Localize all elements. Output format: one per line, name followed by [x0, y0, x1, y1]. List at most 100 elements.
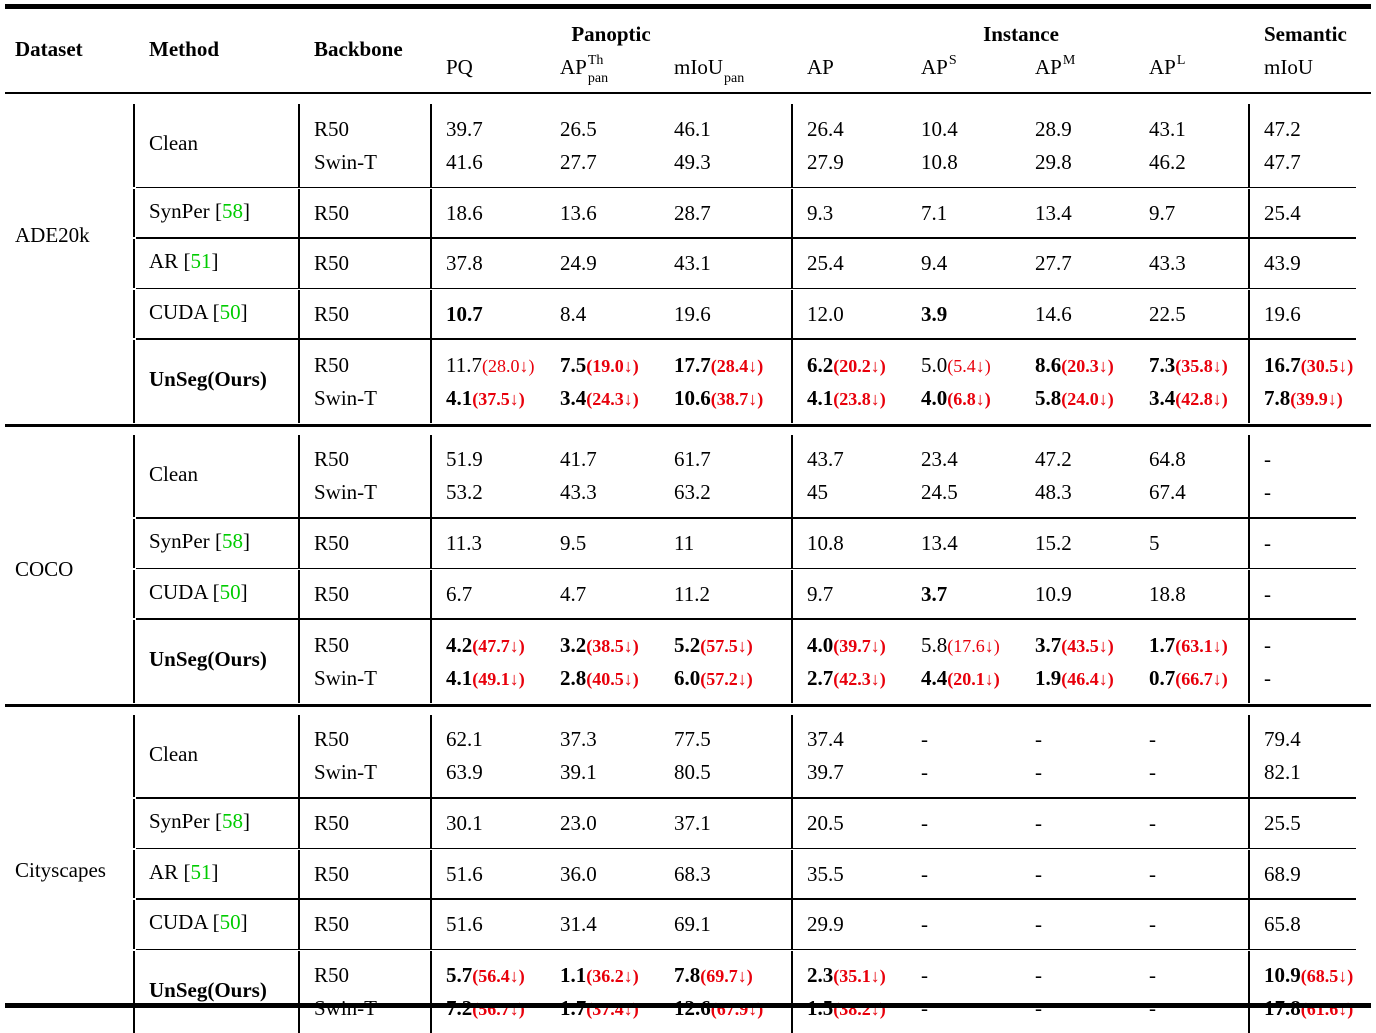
- value-number: -: [921, 996, 928, 1020]
- drop-value: (19.0↓): [586, 356, 639, 376]
- metric-name: AP: [1035, 55, 1062, 79]
- value-number: 45: [807, 480, 828, 504]
- metric-value: 4.0(6.8↓): [921, 386, 991, 411]
- value-number: -: [1264, 447, 1271, 471]
- column-divider: [1248, 570, 1249, 619]
- metric-value: 18.6: [446, 201, 483, 225]
- value-number: 3.4: [1149, 386, 1175, 410]
- column-divider: [430, 104, 431, 187]
- metric-value: 3.4(42.8↓): [1149, 386, 1228, 411]
- metric-value: 8.6(20.3↓): [1035, 353, 1114, 378]
- metric-value: 26.5: [560, 117, 597, 141]
- value-number: 23.4: [921, 447, 958, 471]
- value-number: 11.7: [446, 353, 482, 377]
- column-divider: [430, 900, 431, 949]
- metric-value: -: [1264, 582, 1271, 606]
- column-divider: [430, 951, 431, 1033]
- metric-subscript: pan: [724, 67, 744, 91]
- value-number: 8.6: [1035, 353, 1061, 377]
- column-divider: [298, 519, 299, 568]
- backbone-cell: R50: [314, 727, 349, 751]
- value-number: -: [1149, 912, 1156, 936]
- metric-value: 41.6: [446, 150, 483, 174]
- value-number: -: [1264, 582, 1271, 606]
- value-number: -: [1149, 760, 1156, 784]
- rule-line: [136, 618, 1356, 619]
- method-name: UnSeg(Ours): [149, 978, 267, 1002]
- value-number: 43.1: [674, 251, 711, 275]
- method-name: Clean: [149, 131, 198, 155]
- column-divider: [791, 850, 792, 899]
- value-number: 6.7: [446, 582, 472, 606]
- metric-value: 47.7: [1264, 150, 1301, 174]
- value-number: 49.3: [674, 150, 711, 174]
- metric-value: 36.0: [560, 862, 597, 886]
- metric-value: 39.7: [807, 760, 844, 784]
- value-number: -: [921, 727, 928, 751]
- metric-value: 12.0: [807, 302, 844, 326]
- metric-value: 5: [1149, 531, 1160, 555]
- value-number: 41.7: [560, 447, 597, 471]
- metric-scripts: L: [1176, 73, 1210, 74]
- backbone-cell: R50: [314, 251, 349, 275]
- value-number: 6.2: [807, 353, 833, 377]
- method-name: CUDA: [149, 300, 207, 324]
- drop-value: (5.4↓): [947, 356, 991, 376]
- method-cell: UnSeg(Ours): [149, 978, 267, 1002]
- method-cell: Clean: [149, 462, 198, 486]
- metric-value: -: [1149, 862, 1156, 886]
- column-divider: [1248, 435, 1249, 518]
- drop-value: (47.7↓): [472, 636, 525, 656]
- value-number: 10.7: [446, 302, 483, 326]
- value-number: 26.5: [560, 117, 597, 141]
- column-divider: [430, 620, 431, 703]
- metric-value: 46.2: [1149, 150, 1186, 174]
- metric-value: 7.8(39.9↓): [1264, 386, 1343, 411]
- column-divider: [133, 620, 134, 703]
- column-divider: [1248, 900, 1249, 949]
- method-cell: Clean: [149, 742, 198, 766]
- backbone-cell: R50: [314, 531, 349, 555]
- metric-value: 19.6: [674, 302, 711, 326]
- metric-value: 63.2: [674, 480, 711, 504]
- citation-open: [: [210, 529, 222, 553]
- metric-value: -: [1264, 531, 1271, 555]
- metric-value: 77.5: [674, 727, 711, 751]
- backbone-cell: R50: [314, 633, 349, 657]
- metric-value: -: [1264, 447, 1271, 471]
- value-number: 5.2: [674, 633, 700, 657]
- drop-value: (39.7↓): [833, 636, 886, 656]
- value-number: -: [1264, 666, 1271, 690]
- value-number: 25.4: [807, 251, 844, 275]
- value-number: 2.3: [807, 963, 833, 987]
- value-number: 46.1: [674, 117, 711, 141]
- method-cell: SynPer [58]: [149, 199, 250, 223]
- backbone-cell: Swin-T: [314, 996, 377, 1020]
- value-number: 24.9: [560, 251, 597, 275]
- metric-value: 10.7: [446, 302, 483, 326]
- header-group-panoptic: Panoptic: [571, 22, 650, 46]
- header-group-semantic: Semantic: [1264, 22, 1347, 46]
- value-number: 27.7: [560, 150, 597, 174]
- column-divider: [298, 715, 299, 798]
- value-number: 9.3: [807, 201, 833, 225]
- rule-line: [136, 848, 1356, 849]
- metric-value: 9.7: [1149, 201, 1175, 225]
- value-number: 80.5: [674, 760, 711, 784]
- rule-line: [136, 517, 1356, 518]
- value-number: 10.6: [674, 386, 711, 410]
- metric-value: 3.7: [921, 582, 947, 606]
- metric-value: 24.5: [921, 480, 958, 504]
- metric-value: 9.4: [921, 251, 947, 275]
- metric-value: 3.7(43.5↓): [1035, 633, 1114, 658]
- metric-value: 12.6(67.9↓): [674, 996, 763, 1021]
- metric-value: 10.8: [807, 531, 844, 555]
- value-number: 53.2: [446, 480, 483, 504]
- column-divider: [298, 340, 299, 423]
- value-number: 27.9: [807, 150, 844, 174]
- method-cell: SynPer [58]: [149, 809, 250, 833]
- metric-value: 7.8(69.7↓): [674, 963, 753, 988]
- value-number: 11.2: [674, 582, 710, 606]
- value-number: 9.7: [807, 582, 833, 606]
- value-number: 9.5: [560, 531, 586, 555]
